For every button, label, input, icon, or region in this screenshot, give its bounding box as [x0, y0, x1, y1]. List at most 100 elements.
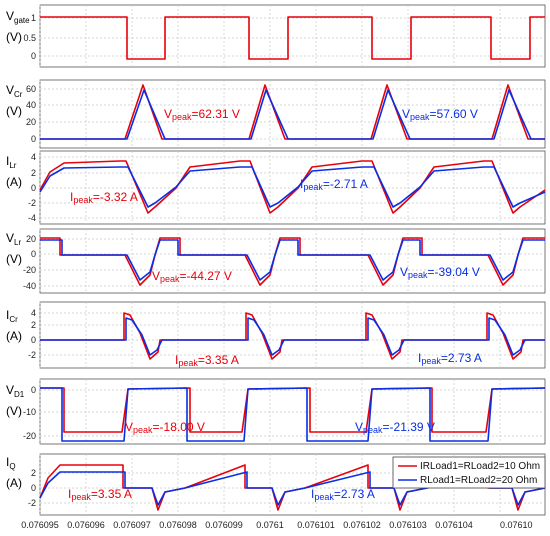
ytick-label: 0 — [31, 249, 36, 259]
series-red-vlr — [40, 237, 545, 286]
peak-annotation: Vpeak=-39.04 V — [400, 265, 480, 280]
annotation-main: V — [355, 420, 363, 434]
ytick-label: 4 — [31, 152, 36, 162]
ylabel-sub: Lr — [14, 238, 21, 247]
ytick-label: -40 — [23, 281, 36, 291]
ylabel-sub: D1 — [14, 390, 25, 399]
ytick-label: 2 — [31, 468, 36, 478]
annotation-value: =-39.04 V — [428, 265, 480, 279]
series-blue-icr — [40, 317, 545, 356]
ylabel-sub: Q — [9, 462, 15, 471]
ytick-label: 0 — [31, 335, 36, 345]
ytick-label: -2 — [28, 198, 36, 208]
ylabel-vcr: VCr — [6, 83, 23, 99]
ytick-label: 0 — [31, 183, 36, 193]
annotation-main: I — [311, 487, 314, 501]
ylabel-main: V — [6, 83, 14, 97]
peak-annotation: Ipeak=2.73 A — [311, 487, 375, 502]
xtick-label: 0.076095 — [21, 520, 59, 530]
annotation-sub: peak — [421, 356, 441, 366]
ytick-label: 4 — [31, 308, 36, 318]
peak-annotation: Ipeak=3.35 A — [68, 487, 132, 502]
ytick-label: 0 — [31, 51, 36, 61]
ylabel-unit-iq: (A) — [6, 476, 22, 490]
ylabel-iq: IQ — [6, 455, 16, 471]
xtick-label: 0.0761 — [256, 520, 284, 530]
ylabel-sub: Cr — [9, 315, 18, 324]
legend-label-blue: RLoad1=RLoad2=20 Ohm — [420, 475, 537, 486]
ylabel-vd1: VD1 — [6, 383, 25, 399]
ytick-label: 2 — [31, 168, 36, 178]
ytick-label: 20 — [26, 117, 36, 127]
plot-area-vcr — [39, 79, 546, 149]
ytick-label: 20 — [26, 234, 36, 244]
ylabel-main: V — [6, 9, 14, 23]
series-blue-vlr — [40, 239, 545, 281]
ylabel-main: I — [6, 308, 9, 322]
annotation-sub: peak — [73, 195, 93, 205]
annotation-sub: peak — [160, 274, 180, 284]
xtick-label: 0.076096 — [67, 520, 105, 530]
peak-annotation: Ipeak=2.73 A — [418, 351, 482, 366]
xtick-label: 0.076099 — [205, 520, 243, 530]
annotation-sub: peak — [408, 270, 428, 280]
annotation-main: V — [152, 269, 160, 283]
peak-annotation: Ipeak=-3.32 A — [70, 190, 138, 205]
ylabel-main: I — [6, 455, 9, 469]
annotation-main: I — [68, 487, 71, 501]
ylabel-main: I — [6, 154, 9, 168]
annotation-value: =2.73 A — [441, 351, 482, 365]
ylabel-unit-vcr: (V) — [6, 104, 22, 118]
annotation-sub: peak — [71, 492, 91, 502]
ytick-label: -20 — [23, 265, 36, 275]
legend-label-red: IRLoad1=RLoad2=10 Ohm — [420, 461, 540, 472]
ytick-label: 1 — [31, 13, 36, 23]
panel-vgate: 1 0.5 0 Vgate (V) — [6, 4, 546, 68]
ytick-label: -2 — [28, 350, 36, 360]
xtick-label: 0.076103 — [389, 520, 427, 530]
ytick-label: 60 — [26, 84, 36, 94]
legend: IRLoad1=RLoad2=10 Ohm RLoad1=RLoad2=20 O… — [392, 456, 546, 489]
ylabel-unit-vd1: (V) — [6, 404, 22, 418]
annotation-main: V — [400, 265, 408, 279]
legend-box — [392, 456, 546, 489]
annotation-main: I — [418, 351, 421, 365]
annotation-value: =-21.39 V — [383, 420, 435, 434]
xtick-label: 0.076098 — [159, 520, 197, 530]
ylabel-main: V — [6, 383, 14, 397]
peak-annotation: Ipeak=-2.71 A — [300, 177, 368, 192]
annotation-value: =57.60 V — [430, 107, 478, 121]
annotation-value: =-18.00 V — [153, 420, 205, 434]
ytick-label: 0 — [31, 385, 36, 395]
annotation-value: =2.73 A — [334, 487, 375, 501]
ylabel-unit-vgate: (V) — [6, 30, 22, 44]
ytick-label: -20 — [23, 431, 36, 441]
ylabel-sub: gate — [14, 16, 30, 25]
series-blue-vd1 — [40, 387, 546, 442]
xtick-label: 0.076097 — [113, 520, 151, 530]
ylabel-icr: ICr — [6, 308, 18, 324]
annotation-main: V — [164, 107, 172, 121]
ytick-label: -4 — [28, 213, 36, 223]
x-axis: 0.076095 0.076096 0.076097 0.076098 0.076099… — [21, 520, 532, 530]
ylabel-sub: Cr — [14, 90, 23, 99]
ytick-label: 0 — [31, 483, 36, 493]
ytick-label: 0.5 — [23, 33, 36, 43]
ylabel-vgate: Vgate — [6, 9, 30, 25]
ytick-label: 2 — [31, 320, 36, 330]
peak-annotation: Vpeak=-21.39 V — [355, 420, 435, 435]
xtick-label: 0.076102 — [343, 520, 381, 530]
annotation-value: =3.35 A — [91, 487, 132, 501]
annotation-main: V — [402, 107, 410, 121]
peak-annotation: Ipeak=3.35 A — [175, 353, 239, 368]
peak-annotation: Vpeak=-18.00 V — [125, 420, 205, 435]
ylabel-ilr: ILr — [6, 154, 17, 170]
ylabel-unit-ilr: (A) — [6, 175, 22, 189]
annotation-value: =-3.32 A — [93, 190, 138, 204]
annotation-value: =3.35 A — [198, 353, 239, 367]
xtick-label: 0.07610 — [500, 520, 533, 530]
